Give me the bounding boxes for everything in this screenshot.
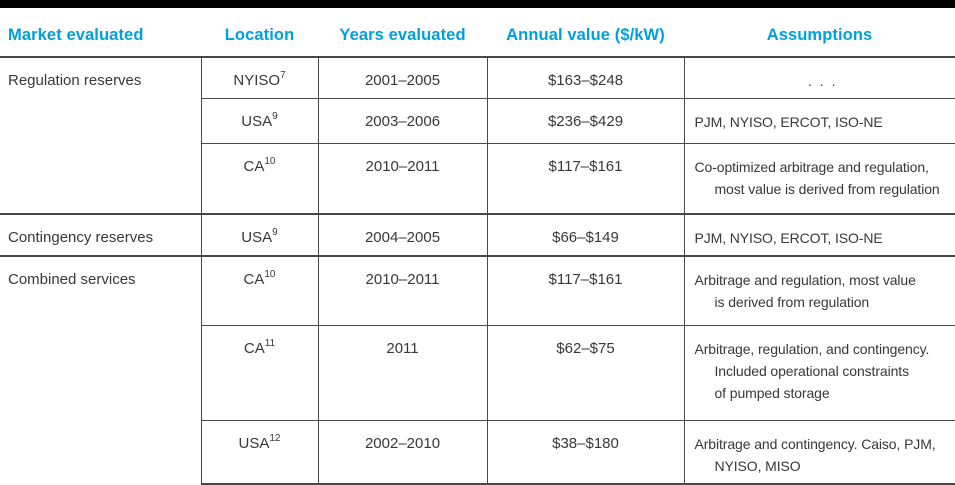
years-cell: 2003–2006 xyxy=(317,98,487,144)
table-row: Combined services CA10 2010–2011 $117–$1… xyxy=(0,254,955,484)
assumption-line: PJM, NYISO, ERCOT, ISO-NE xyxy=(694,229,883,246)
location-label: NYISO xyxy=(233,72,281,89)
assumptions-cell: PJM, NYISO, ERCOT, ISO-NE xyxy=(683,98,955,144)
col-header-annual-value: Annual value ($/kW) xyxy=(487,8,684,58)
location-cell: USA9 xyxy=(200,212,318,256)
market-cell-combined-services: Combined services xyxy=(0,254,201,484)
years-cell: 2010–2011 xyxy=(317,254,487,326)
assumptions-cell: Co-optimized arbitrage and regulation, m… xyxy=(683,143,955,214)
annual-value-cell: $163–$248 xyxy=(486,57,684,99)
table-row: Regulation reserves NYISO7 2001–2005 $16… xyxy=(0,57,955,99)
location-label: USA xyxy=(238,435,270,452)
location-cell: CA10 xyxy=(200,254,318,326)
annual-value-cell: $236–$429 xyxy=(486,98,684,144)
col-header-years-evaluated: Years evaluated xyxy=(318,8,487,58)
location-cell: USA9 xyxy=(200,98,318,144)
footnote-superscript: 9 xyxy=(272,111,278,122)
col-header-market-evaluated: Market evaluated xyxy=(0,8,201,58)
assumption-line: Included operational constraints xyxy=(714,363,910,379)
market-cell-contingency-reserves: Contingency reserves xyxy=(0,212,201,256)
location-cell: CA10 xyxy=(200,143,318,214)
footnote-superscript: 9 xyxy=(272,226,278,238)
header-row: Market evaluated Location Years evaluate… xyxy=(0,8,955,58)
location-label: CA xyxy=(243,340,265,357)
years-cell: 2010–2011 xyxy=(317,143,487,214)
annual-value-cell: $66–$149 xyxy=(486,212,684,256)
annual-value-cell: $62–$75 xyxy=(486,325,684,421)
assumption-line: PJM, NYISO, ERCOT, ISO-NE xyxy=(694,114,883,130)
assumption-line: of pumped storage xyxy=(714,385,830,401)
assumption-line: Co-optimized arbitrage and regulation, xyxy=(694,159,929,175)
col-header-assumptions: Assumptions xyxy=(684,8,955,58)
table-row: CA11 2011 $62–$75 Arbitrage, regulation,… xyxy=(0,325,955,421)
years-cell: 2001–2005 xyxy=(317,57,487,99)
footnote-superscript: 10 xyxy=(264,156,276,167)
assumption-line: is derived from regulation xyxy=(714,293,870,310)
table-row: USA12 2002–2010 $38–$180 Arbitrage and c… xyxy=(0,420,955,485)
years-cell: 2002–2010 xyxy=(317,420,487,485)
footnote-superscript: 7 xyxy=(280,70,286,81)
location-cell: NYISO7 xyxy=(200,57,318,99)
assumptions-cell: Arbitrage, regulation, and contingency. … xyxy=(683,325,955,421)
assumption-line: . . . xyxy=(808,73,838,89)
assumption-line: Arbitrage and contingency. Caiso, PJM, xyxy=(694,436,936,452)
assumption-line: Arbitrage and regulation, most value xyxy=(694,271,916,288)
assumption-line: Arbitrage, regulation, and contingency. xyxy=(694,341,930,357)
assumption-line: NYISO, MISO xyxy=(714,458,801,474)
footnote-superscript: 10 xyxy=(264,268,276,280)
location-label: CA xyxy=(243,270,265,288)
location-label: CA xyxy=(243,158,265,175)
annual-value-cell: $117–$161 xyxy=(486,254,684,326)
market-cell-regulation-reserves: Regulation reserves xyxy=(8,72,142,89)
location-cell: CA11 xyxy=(200,325,318,421)
location-label: USA xyxy=(241,228,273,246)
assumptions-cell: PJM, NYISO, ERCOT, ISO-NE xyxy=(683,212,955,256)
assumptions-cell: Arbitrage and regulation, most value is … xyxy=(683,254,955,326)
location-label: USA xyxy=(241,113,273,130)
assumptions-cell: . . . xyxy=(683,57,955,99)
annual-value-cell: $117–$161 xyxy=(486,143,684,214)
annual-value-cell: $38–$180 xyxy=(486,420,684,485)
market-value-table: Market evaluated Location Years evaluate… xyxy=(0,8,955,485)
years-cell: 2011 xyxy=(317,325,487,421)
col-header-location: Location xyxy=(201,8,318,58)
years-cell: 2004–2005 xyxy=(317,212,487,256)
table-row: USA9 2003–2006 $236–$429 PJM, NYISO, ERC… xyxy=(0,98,955,144)
location-cell: USA12 xyxy=(200,420,318,485)
table-row: Contingency reserves USA9 2004–2005 $66–… xyxy=(0,212,955,256)
assumption-line: most value is derived from regulation xyxy=(714,181,940,197)
footnote-superscript: 11 xyxy=(264,338,276,349)
top-accent-bar xyxy=(0,0,955,8)
footnote-superscript: 12 xyxy=(269,433,281,444)
assumptions-cell: Arbitrage and contingency. Caiso, PJM, N… xyxy=(683,420,955,485)
table-row: CA10 2010–2011 $117–$161 Co-optimized ar… xyxy=(0,143,955,214)
